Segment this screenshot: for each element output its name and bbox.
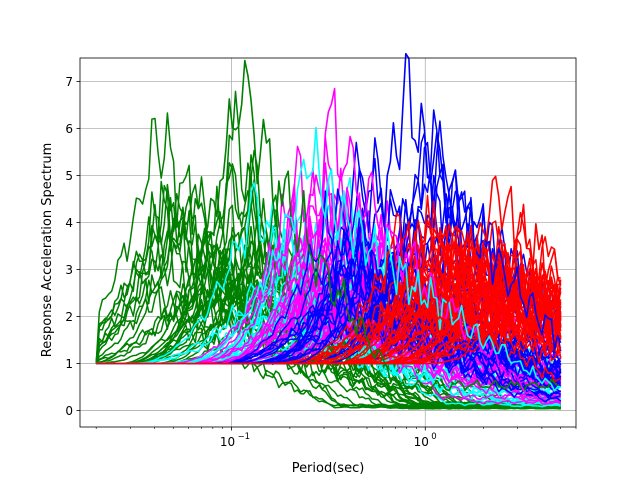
x-tick-label: 10: [414, 435, 429, 449]
spectrum-peak-line: [96, 175, 562, 365]
y-tick-label: 4: [65, 216, 73, 230]
y-tick-label: 5: [65, 169, 73, 183]
spectrum-line: [95, 224, 561, 409]
spectrum-line: [95, 270, 561, 408]
y-tick-label: 1: [65, 357, 73, 371]
series-layer: [95, 52, 562, 410]
spectrum-peak-line: [96, 59, 562, 392]
plot-frame: [79, 57, 577, 428]
y-tick-label: 7: [65, 75, 73, 89]
y-tick-label: 6: [65, 122, 73, 136]
x-tick-label: 10: [220, 435, 235, 449]
x-tick-label-exponent: 0: [431, 432, 436, 442]
y-axis-label: Response Acceleration Spectrum: [40, 143, 55, 357]
x-tick-label-exponent: −1: [238, 432, 251, 442]
y-tick-label: 2: [65, 310, 73, 324]
y-tick-label: 3: [65, 263, 73, 277]
y-tick-label: 0: [65, 404, 73, 418]
x-axis-label: Period(sec): [292, 461, 365, 476]
